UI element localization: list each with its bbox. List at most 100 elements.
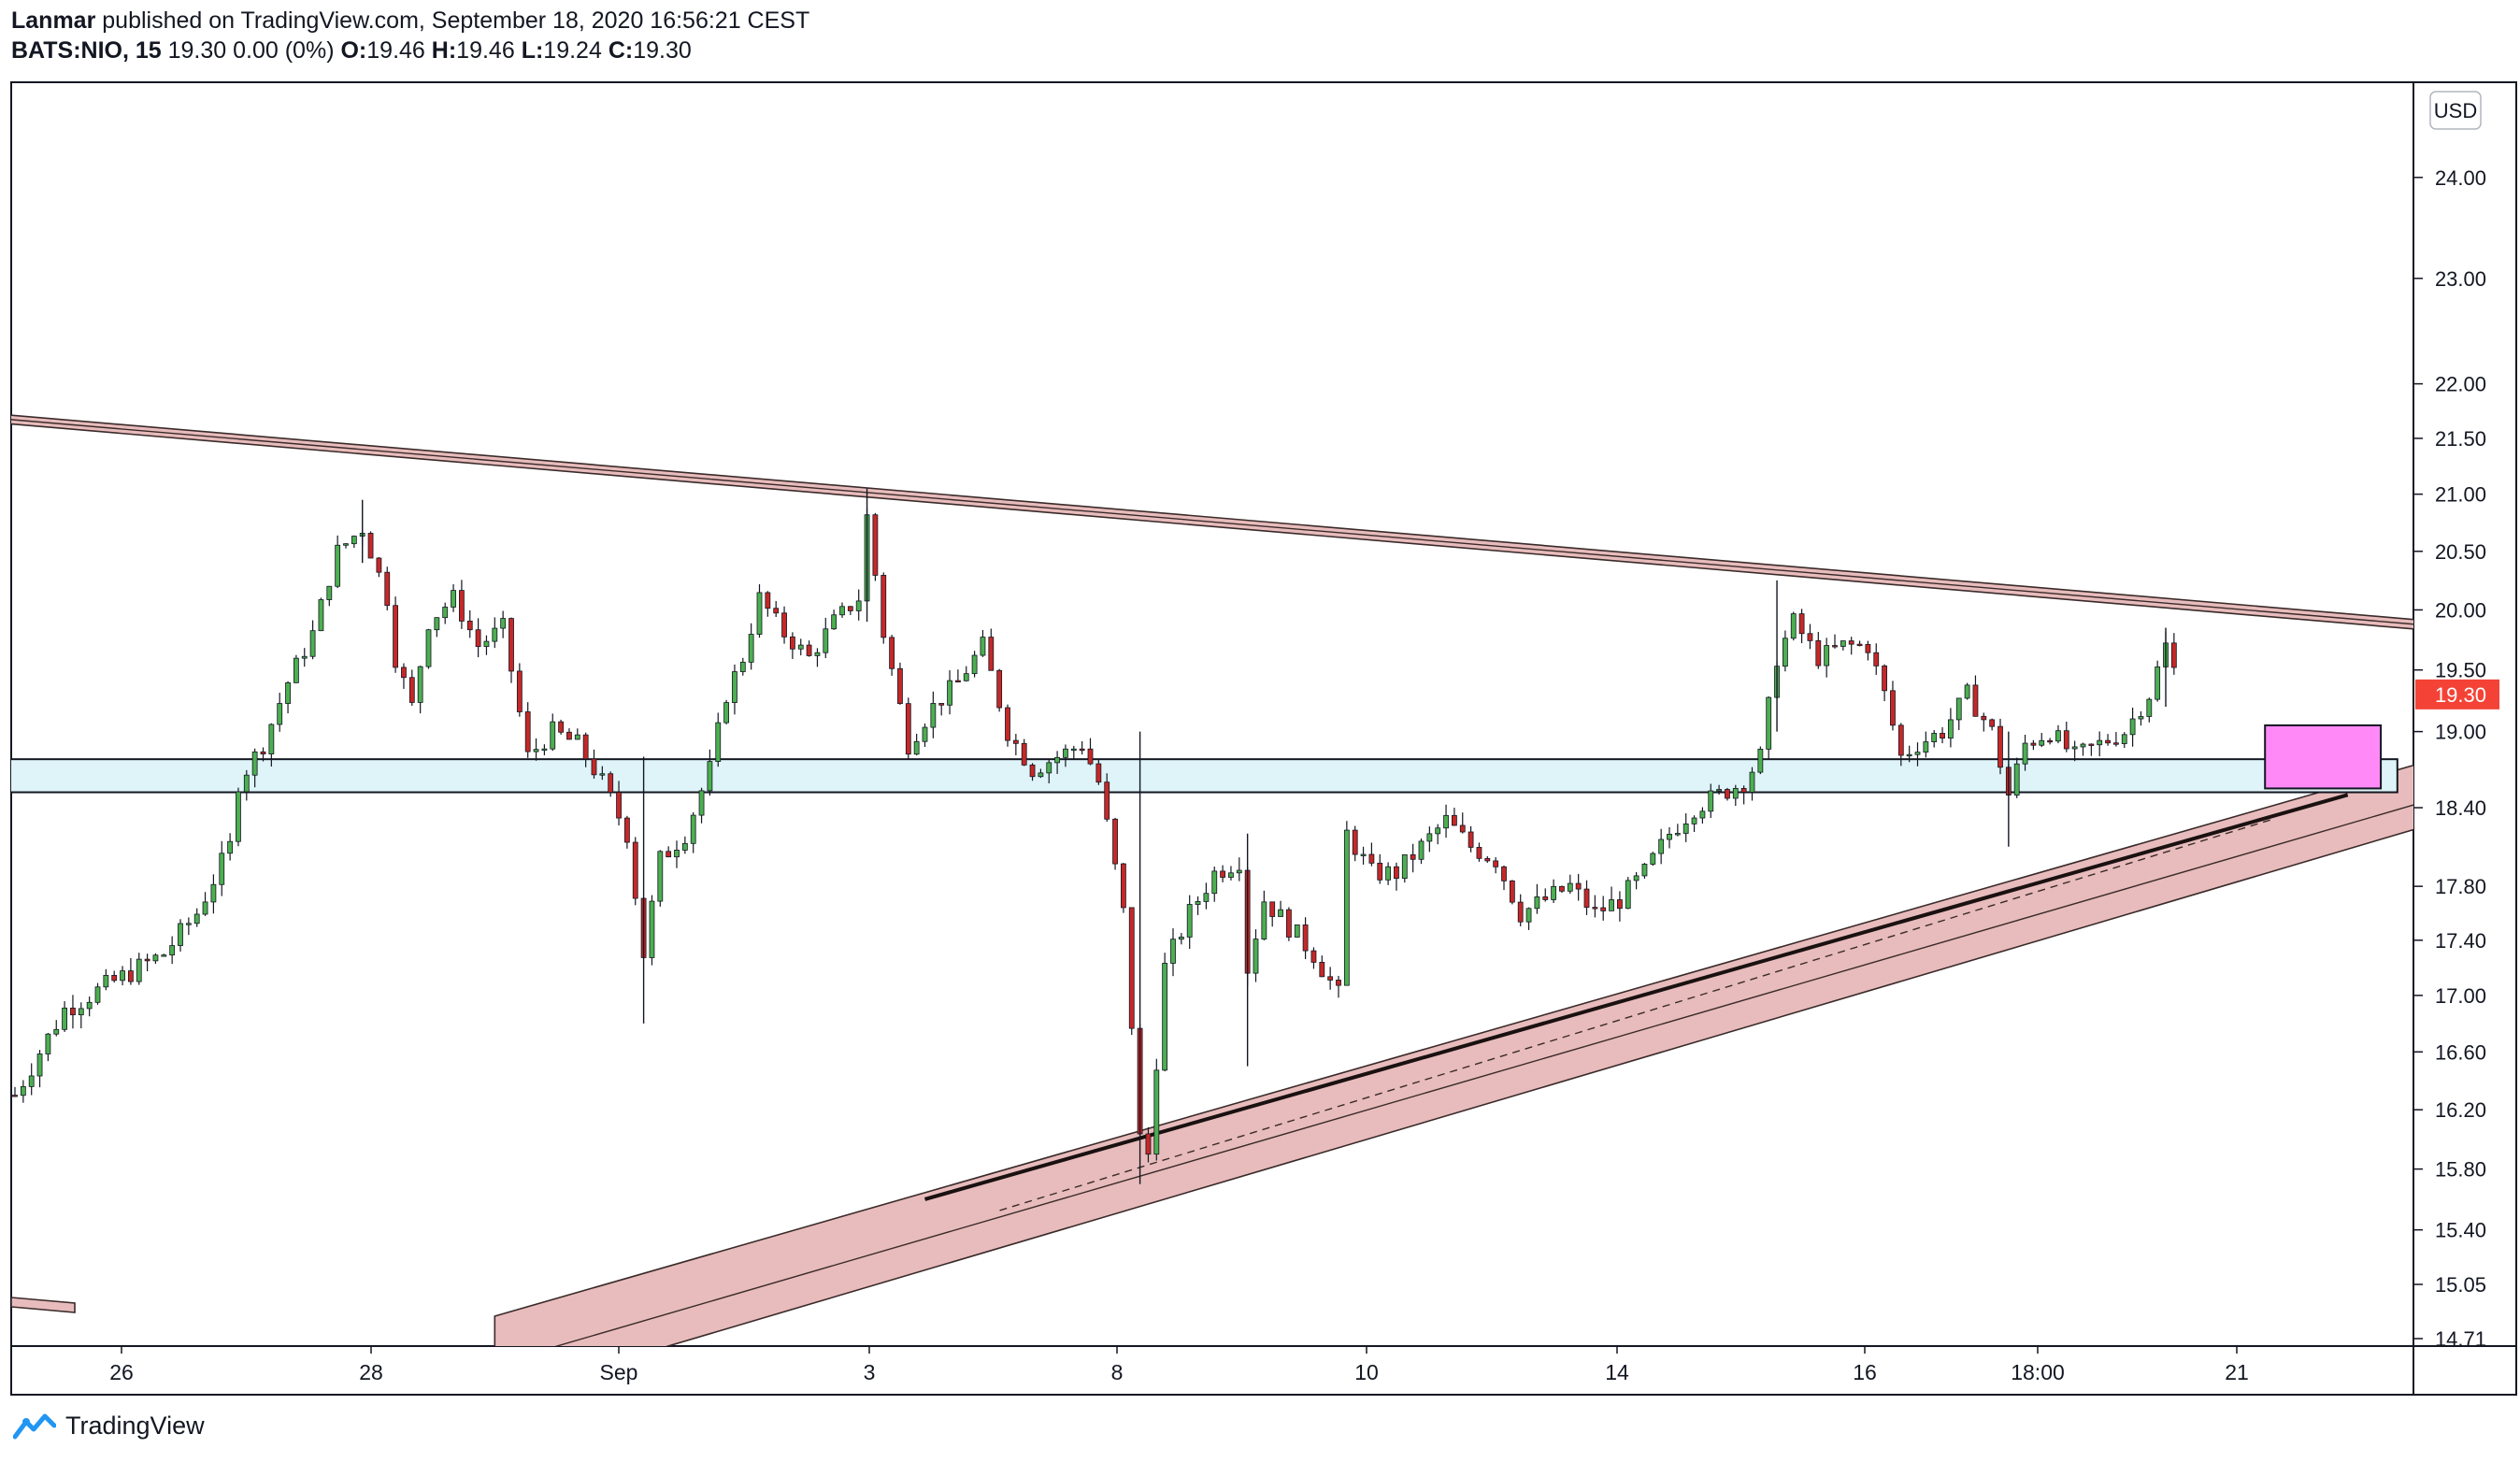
candle-body <box>1534 896 1540 910</box>
candle <box>1087 738 1094 766</box>
support-zone[interactable] <box>0 758 2398 794</box>
candle-body <box>608 773 614 794</box>
candle-body <box>765 592 771 609</box>
price-axis[interactable]: 24.00 23.00 22.00 21.50 21.00 20.50 20.00 19.50… <box>2413 166 2486 1351</box>
candle-body <box>839 606 845 616</box>
candle-body <box>732 671 737 703</box>
candle-body <box>1095 763 1102 783</box>
candle-body <box>1493 860 1499 867</box>
candle <box>1840 640 1846 651</box>
candle-body <box>1368 853 1375 864</box>
lower-inner-line[interactable] <box>924 793 2349 1201</box>
candle <box>1021 738 1027 767</box>
candle-body <box>1128 907 1135 1029</box>
candle-body <box>1005 707 1010 741</box>
candle-body <box>988 637 995 671</box>
candle <box>483 635 490 655</box>
candle-body <box>401 666 407 679</box>
candle <box>707 749 713 796</box>
candle <box>1783 630 1788 672</box>
candle-body <box>1840 640 1846 647</box>
candle-body <box>1509 880 1515 903</box>
candle <box>144 953 150 972</box>
high-label: H: <box>431 37 457 64</box>
candle-body <box>458 590 465 622</box>
candle <box>1228 866 1234 881</box>
candle <box>1824 638 1830 678</box>
x-tick-label: 14 <box>1605 1360 1629 1384</box>
y-tick-label: 23.00 <box>2435 267 2486 291</box>
candle <box>881 572 887 644</box>
candle <box>94 982 101 1005</box>
candle <box>285 681 291 714</box>
candle-body <box>1170 939 1176 964</box>
currency-badge[interactable]: USD <box>2429 91 2482 130</box>
candle-body <box>947 680 952 706</box>
candle <box>905 697 911 760</box>
candle <box>1063 744 1068 767</box>
candle <box>980 629 986 657</box>
candle <box>2030 739 2037 751</box>
candle <box>1633 871 1639 890</box>
candle <box>930 691 937 738</box>
candle-body <box>2138 716 2144 720</box>
candle <box>178 919 183 952</box>
candle-body <box>169 945 176 956</box>
candle-body <box>516 670 523 712</box>
candle <box>533 738 539 761</box>
x-tick-label: 21 <box>2225 1360 2249 1384</box>
candle-body <box>1459 824 1466 833</box>
candle <box>1501 865 1507 891</box>
x-tick-label: 10 <box>1354 1360 1379 1384</box>
candle <box>1989 718 1996 731</box>
lower-support-band[interactable] <box>494 713 2520 1398</box>
candle <box>1832 634 1838 649</box>
candle-body <box>1038 772 1044 778</box>
candle-body <box>268 724 275 755</box>
x-tick-label: 18:00 <box>2011 1360 2065 1384</box>
candle-body <box>1567 882 1573 892</box>
footer-brand[interactable]: TradingView <box>13 1412 205 1440</box>
candle-body <box>1211 870 1218 895</box>
candle <box>1302 917 1309 960</box>
candle-body <box>367 533 374 559</box>
candle-body <box>103 974 109 988</box>
candle-body <box>2155 666 2161 700</box>
candle <box>2088 743 2095 756</box>
last-price-box <box>2415 679 2499 710</box>
y-tick-label: 15.40 <box>2435 1219 2486 1242</box>
candle-body <box>1691 817 1697 824</box>
candle <box>408 669 415 706</box>
candle <box>814 648 821 667</box>
candle <box>674 840 680 868</box>
candle <box>1360 846 1367 865</box>
candle <box>1294 924 1300 938</box>
candle <box>524 702 531 758</box>
y-tick-label: 14.71 <box>2435 1327 2486 1351</box>
candle <box>1005 704 1010 747</box>
candle-body <box>508 618 514 672</box>
candle <box>2129 708 2136 747</box>
publish-text: published on TradingView.com, September … <box>102 7 810 34</box>
time-axis[interactable]: 26 28 Sep 3 8 10 14 16 18:00 21 <box>109 1346 2249 1384</box>
candle-body <box>1798 613 1805 635</box>
candle-body <box>1319 962 1325 978</box>
candle-body <box>1286 909 1292 938</box>
y-tick-label: 18.40 <box>2435 796 2486 820</box>
upper-resistance-band[interactable] <box>0 412 2520 645</box>
quote-change: 19.30 0.00 (0%) <box>167 37 335 64</box>
candle <box>219 840 225 896</box>
candle <box>541 744 548 755</box>
candle-body <box>351 536 357 545</box>
candle <box>1336 975 1341 998</box>
candle <box>649 895 655 966</box>
publish-info: Lanmar published on TradingView.com, Sep… <box>11 6 809 36</box>
candle-body <box>1609 899 1614 911</box>
candle <box>2097 731 2103 757</box>
candle-body <box>1468 831 1474 848</box>
candle-body <box>1641 864 1648 877</box>
candle-body <box>1955 697 1962 721</box>
candle-body <box>2129 718 2136 736</box>
target-box[interactable] <box>2264 724 2383 790</box>
